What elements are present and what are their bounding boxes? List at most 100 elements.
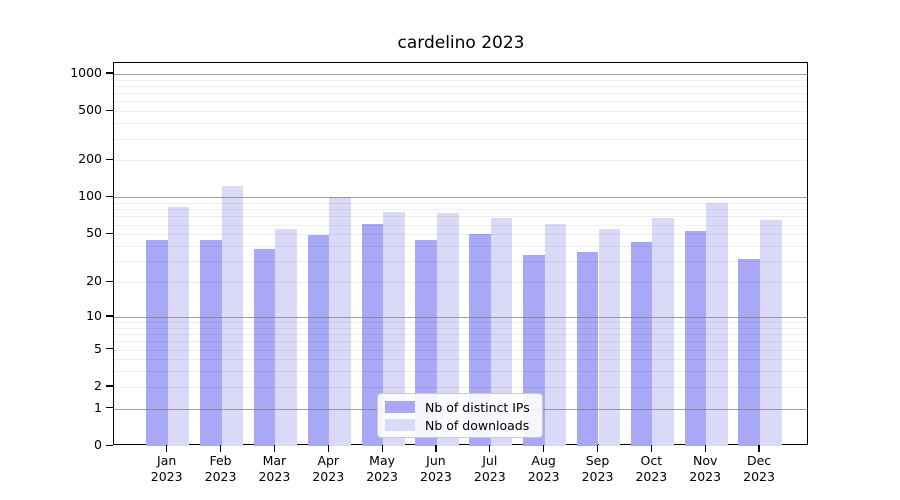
bar-distinct-ips-jan: [146, 239, 168, 447]
bar-downloads-jul: [490, 217, 513, 447]
y-tick-10: [106, 315, 113, 317]
bar-downloads-may: [383, 212, 405, 447]
minor-gridline-5: [114, 349, 807, 351]
x-tick-label-mar: Mar 2023: [258, 453, 291, 484]
legend-row-downloads: Nb of downloads: [385, 417, 529, 433]
y-tick-0: [106, 444, 113, 446]
legend-label-distinct-ips: Nb of distinct IPs: [425, 399, 530, 415]
bar-downloads-mar: [275, 229, 297, 447]
y-tick-label-50: 50: [86, 225, 102, 241]
bar-distinct-ips-dec: [738, 259, 761, 447]
chart-title: cardelino 2023: [397, 33, 525, 53]
minor-gridline-2: [114, 386, 807, 388]
minor-gridline-800: [114, 85, 807, 87]
bar-distinct-ips-oct: [630, 242, 653, 447]
legend-swatch-downloads: [385, 419, 415, 431]
plot-area: [113, 62, 808, 447]
bar-distinct-ips-mar: [253, 248, 276, 447]
major-gridline-100: [114, 197, 807, 199]
x-tick-oct: [650, 445, 653, 452]
y-tick-1: [106, 407, 113, 409]
y-tick-5: [106, 348, 113, 350]
x-tick-label-feb: Feb 2023: [204, 453, 237, 484]
major-gridline-10: [114, 316, 807, 318]
minor-gridline-300: [114, 138, 807, 140]
bar-downloads-jan: [167, 207, 190, 447]
x-tick-aug: [543, 445, 545, 452]
x-tick-jun: [435, 445, 437, 452]
y-tick-label-2: 2: [94, 377, 102, 393]
minor-gridline-90: [114, 203, 807, 205]
y-tick-50: [106, 232, 113, 235]
bar-downloads-feb: [221, 185, 244, 447]
minor-gridline-8: [114, 327, 807, 329]
y-tick-label-10: 10: [86, 307, 102, 323]
bar-downloads-dec: [760, 220, 782, 447]
minor-gridline-200: [114, 160, 807, 162]
legend-row-distinct-ips: Nb of distinct IPs: [385, 399, 530, 415]
grid-layer: [114, 63, 807, 444]
x-tick-mar: [273, 445, 276, 452]
y-tick-label-0: 0: [94, 437, 102, 452]
legend-swatch-distinct-ips: [385, 401, 415, 413]
x-tick-jan: [166, 445, 168, 452]
legend: Nb of distinct IPs Nb of downloads: [377, 393, 543, 438]
y-tick-label-200: 200: [78, 151, 102, 167]
x-tick-apr: [327, 445, 329, 452]
y-tick-label-1000: 1000: [70, 64, 102, 80]
bar-downloads-nov: [706, 203, 728, 447]
x-tick-may: [381, 445, 383, 452]
x-tick-label-dec: Dec 2023: [743, 453, 775, 484]
minor-gridline-30: [114, 261, 807, 263]
y-tick-500: [106, 109, 113, 112]
x-tick-sep: [596, 445, 599, 452]
minor-gridline-9: [114, 322, 807, 323]
x-tick-label-may: May 2023: [366, 453, 398, 484]
y-tick-1000: [106, 72, 113, 74]
y-tick-label-500: 500: [78, 102, 102, 118]
y-tick-200: [106, 158, 113, 161]
bar-distinct-ips-apr: [307, 235, 330, 447]
x-tick-label-aug: Aug 2023: [527, 453, 560, 484]
x-tick-feb: [219, 445, 222, 452]
major-gridline-1000: [114, 73, 807, 75]
minor-gridline-4: [114, 359, 807, 361]
minor-gridline-40: [114, 246, 807, 247]
bar-distinct-ips-may: [361, 223, 384, 447]
x-tick-jul: [489, 445, 491, 452]
bar-downloads-aug: [544, 223, 567, 447]
x-tick-label-oct: Oct 2023: [635, 453, 668, 484]
y-tick-2: [106, 385, 113, 387]
x-tick-label-apr: Apr 2023: [312, 453, 345, 484]
y-tick-label-5: 5: [94, 340, 102, 356]
bar-distinct-ips-nov: [684, 231, 707, 447]
y-tick-label-20: 20: [86, 273, 102, 289]
y-tick-20: [106, 280, 113, 282]
minor-gridline-600: [114, 101, 807, 103]
x-tick-label-sep: Sep 2023: [581, 453, 614, 484]
minor-gridline-7: [114, 334, 807, 336]
x-tick-label-nov: Nov 2023: [689, 453, 722, 484]
bar-downloads-oct: [652, 217, 674, 447]
minor-gridline-3: [114, 371, 807, 373]
x-tick-label-jul: Jul 2023: [473, 453, 506, 484]
minor-gridline-500: [114, 111, 807, 113]
y-tick-label-100: 100: [78, 188, 102, 204]
minor-gridline-80: [114, 209, 807, 211]
bar-downloads-jun: [436, 213, 459, 447]
minor-gridline-20: [114, 282, 807, 284]
minor-gridline-50: [114, 234, 807, 236]
bar-downloads-apr: [329, 196, 351, 447]
y-tick-100: [106, 195, 113, 198]
minor-gridline-900: [114, 79, 807, 81]
bar-downloads-sep: [598, 229, 621, 447]
x-tick-label-jun: Jun 2023: [420, 453, 452, 484]
x-tick-dec: [758, 445, 760, 452]
minor-gridline-70: [114, 216, 807, 218]
x-tick-nov: [704, 445, 706, 452]
x-tick-label-jan: Jan 2023: [150, 453, 183, 484]
legend-label-downloads: Nb of downloads: [425, 417, 530, 433]
minor-gridline-60: [114, 224, 807, 226]
minor-gridline-700: [114, 93, 807, 95]
